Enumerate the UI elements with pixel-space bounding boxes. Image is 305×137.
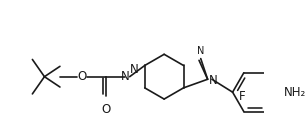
Text: NH₂: NH₂ — [284, 86, 305, 99]
Text: N: N — [130, 63, 139, 76]
Text: N: N — [209, 75, 217, 88]
Text: O: O — [102, 102, 111, 115]
Text: F: F — [239, 90, 246, 103]
Text: N: N — [197, 46, 204, 56]
Text: N: N — [121, 70, 130, 83]
Text: O: O — [78, 70, 87, 83]
